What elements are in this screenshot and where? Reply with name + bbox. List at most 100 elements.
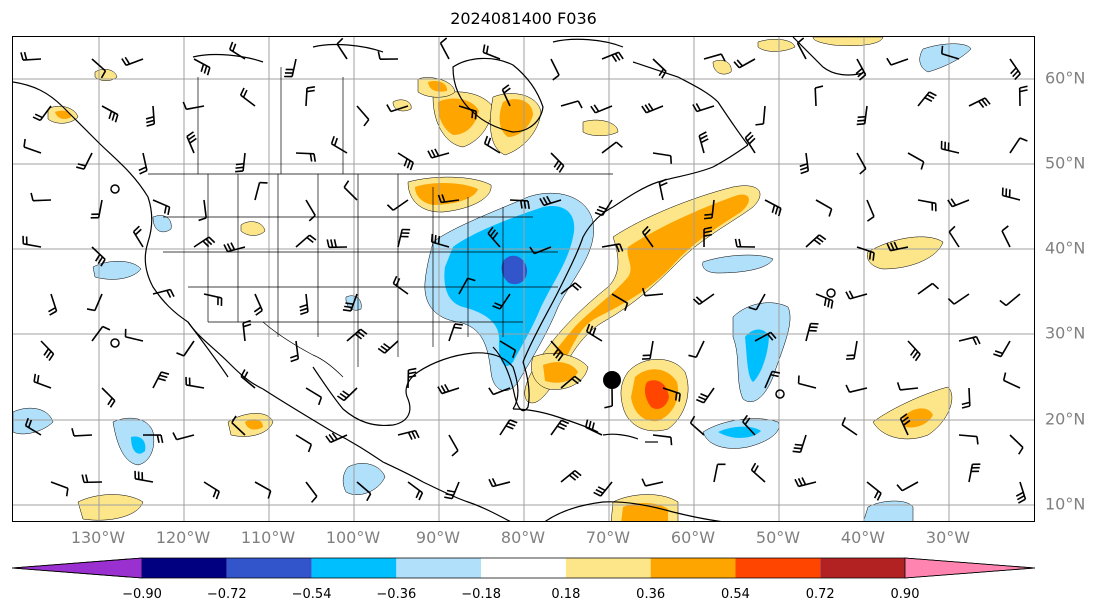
wind-barb-flag bbox=[94, 253, 101, 262]
wind-barb-staff bbox=[814, 87, 817, 107]
wind-barb-staff bbox=[451, 481, 460, 499]
colorbar-segment bbox=[565, 558, 651, 578]
wind-barb-flag bbox=[771, 204, 776, 213]
wind-barb-staff bbox=[240, 94, 256, 107]
wind-barb-staff bbox=[242, 152, 246, 171]
positive-anomaly-pacific-1-core bbox=[245, 419, 263, 430]
colorbar-tick-label: −0.72 bbox=[206, 587, 247, 602]
wind-barb-flag bbox=[700, 392, 709, 398]
wind-barb-flag bbox=[856, 123, 865, 126]
wind-barb-staff bbox=[492, 387, 511, 396]
wind-barb-staff bbox=[900, 387, 919, 391]
wind-barb-staff bbox=[407, 481, 423, 494]
wind-barb-flag bbox=[886, 57, 892, 66]
wind-barb-flag bbox=[688, 354, 697, 359]
wind-barb-flag bbox=[845, 384, 851, 393]
wind-barb-staff bbox=[941, 148, 960, 154]
wind-barb-flag bbox=[527, 200, 530, 209]
wind-barb-flag bbox=[670, 437, 673, 446]
colorbar-segment bbox=[650, 558, 736, 578]
negative-anomaly-gulf-1 bbox=[342, 463, 386, 495]
wind-barb-flag bbox=[1014, 73, 1021, 81]
wind-barb-staff bbox=[193, 58, 211, 69]
wind-barb-flag bbox=[799, 162, 808, 168]
wind-barb-flag bbox=[700, 138, 709, 144]
wind-barb-staff bbox=[384, 340, 399, 354]
wind-barb-flag bbox=[909, 348, 916, 356]
wind-barb-staff bbox=[295, 234, 311, 248]
wind-barb-flag bbox=[559, 422, 567, 428]
colorbar-tick-label: −0.36 bbox=[376, 587, 417, 602]
wind-barb-flag bbox=[830, 300, 834, 309]
wind-barb-staff bbox=[343, 186, 358, 201]
wind-barb-flag bbox=[674, 392, 678, 401]
wind-barb-flag bbox=[698, 131, 707, 137]
wind-barb-flag bbox=[223, 244, 229, 253]
positive-anomaly-labrador bbox=[582, 119, 619, 136]
wind-barb-staff bbox=[968, 464, 974, 483]
wind-barb-flag bbox=[975, 336, 981, 345]
wind-barb-flag bbox=[161, 371, 170, 375]
wind-barb-flag bbox=[226, 243, 232, 252]
wind-barb-flag bbox=[437, 194, 442, 203]
wind-barb-flag bbox=[307, 444, 313, 453]
wind-barb-staff bbox=[94, 293, 103, 311]
wind-barb-staff bbox=[305, 199, 316, 216]
positive-anomaly-alaska-core bbox=[55, 110, 71, 120]
wind-barb-flag bbox=[360, 328, 368, 335]
wind-barb-staff bbox=[917, 282, 934, 295]
wind-barb-flag bbox=[182, 101, 188, 110]
wind-barb-flag bbox=[114, 114, 119, 123]
wind-barb-flag bbox=[642, 225, 649, 233]
wind-barb-flag bbox=[841, 417, 846, 426]
longitude-label: 110°W bbox=[240, 528, 296, 547]
wind-barb-staff bbox=[390, 105, 409, 113]
latitude-label: 30°N bbox=[1045, 323, 1086, 343]
wind-barb-flag bbox=[799, 166, 809, 171]
wind-barb-staff bbox=[91, 58, 106, 72]
wind-barb-flag bbox=[488, 478, 494, 487]
wind-barb-flag bbox=[208, 236, 216, 244]
wind-barb-flag bbox=[235, 170, 244, 173]
wind-barb-staff bbox=[695, 340, 705, 358]
wind-barb-flag bbox=[539, 198, 545, 206]
wind-barb-flag bbox=[896, 382, 901, 391]
wind-barb-flag bbox=[333, 239, 337, 248]
positive-anomaly-pacific-2 bbox=[77, 494, 144, 521]
wind-barb-flag bbox=[243, 371, 249, 380]
wind-barb-flag bbox=[440, 385, 447, 393]
wind-barb-flag bbox=[753, 465, 759, 473]
wind-barb-staff bbox=[805, 234, 820, 248]
wind-barb-flag bbox=[659, 181, 668, 187]
wind-barb-flag bbox=[45, 350, 52, 359]
wind-barb-flag bbox=[800, 170, 809, 175]
wind-barb-staff bbox=[203, 293, 222, 299]
wind-barb-flag bbox=[720, 53, 726, 62]
wind-barb-flag bbox=[746, 134, 754, 142]
wind-barb-staff bbox=[152, 199, 170, 208]
wind-barb-flag bbox=[523, 200, 527, 209]
wind-barb-staff bbox=[291, 58, 297, 77]
wind-barb-flag bbox=[595, 488, 604, 494]
wind-barb-flag bbox=[857, 119, 866, 122]
wind-barb-staff bbox=[254, 481, 272, 492]
wind-barb-staff bbox=[849, 387, 868, 393]
wind-barb-flag bbox=[189, 137, 197, 144]
wind-barb-flag bbox=[914, 353, 921, 362]
wind-barb-flag bbox=[344, 305, 353, 309]
wind-barb-flag bbox=[571, 378, 579, 385]
wind-barb-flag bbox=[947, 199, 953, 208]
wind-barb-flag bbox=[950, 198, 957, 206]
wind-barb-flag bbox=[750, 462, 757, 471]
wind-barb-flag bbox=[290, 358, 299, 363]
wind-barb-flag bbox=[20, 52, 24, 61]
wind-barb-flag bbox=[33, 373, 37, 382]
wind-barb-flag bbox=[855, 67, 863, 75]
wind-barb-flag bbox=[132, 225, 140, 233]
wind-barb-staff bbox=[866, 199, 875, 217]
wind-barb-staff bbox=[958, 434, 978, 438]
calm-circles bbox=[110, 184, 836, 399]
positive-anomaly-greenland-south bbox=[757, 39, 796, 52]
weather-map[interactable] bbox=[12, 36, 1035, 522]
wind-barb-flag bbox=[471, 110, 474, 119]
